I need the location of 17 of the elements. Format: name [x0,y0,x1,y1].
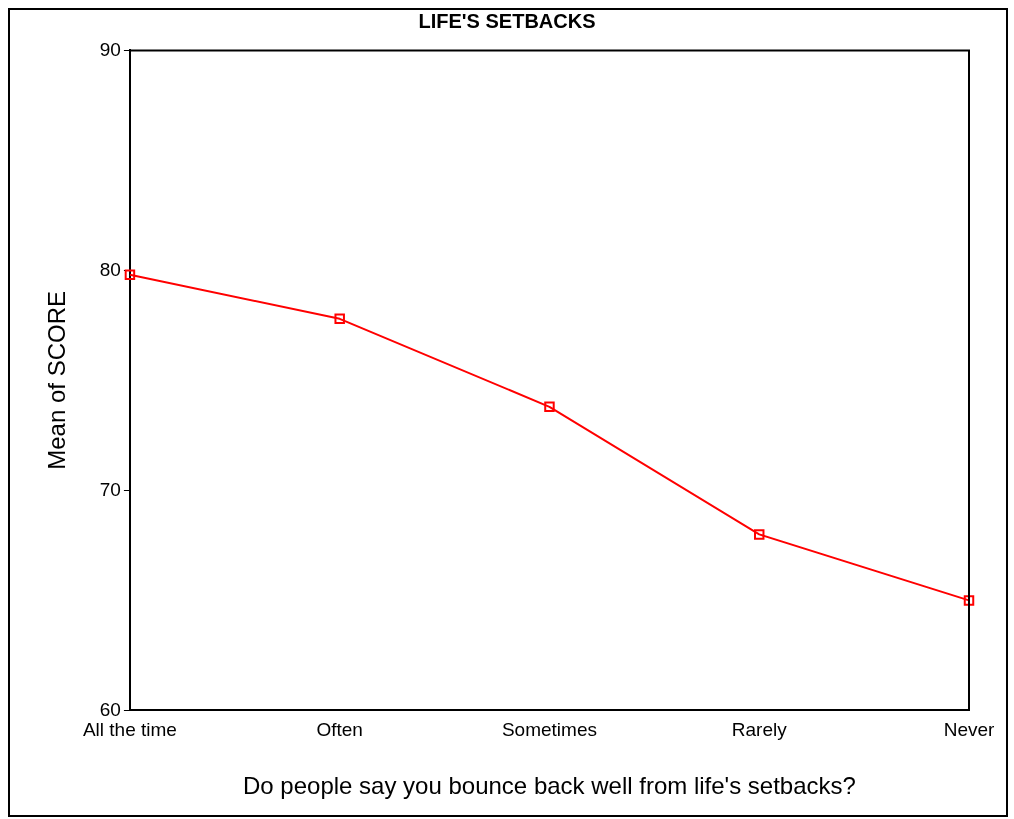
x-axis-title: Do people say you bounce back well from life's setbacks? [243,772,856,800]
x-tick-label: Rarely [731,719,788,741]
point [334,313,345,325]
chart-title: LIFE'S SETBACKS [417,10,597,33]
y-axis-title: Mean of SCORE [43,291,71,470]
y-tick-label: 60 [99,698,121,720]
y-tick-label: 90 [99,38,121,60]
x-tick-label: Often [316,719,363,741]
point [544,401,555,413]
y-tick-label: 70 [99,478,121,500]
x-tick-label: All the time [82,719,177,741]
point [753,529,765,540]
point [124,269,136,281]
x-tick-label: Sometimes [501,719,597,741]
y-tick-label: 80 [99,258,121,280]
point [963,595,975,606]
x-tick-label: Never [943,719,996,741]
